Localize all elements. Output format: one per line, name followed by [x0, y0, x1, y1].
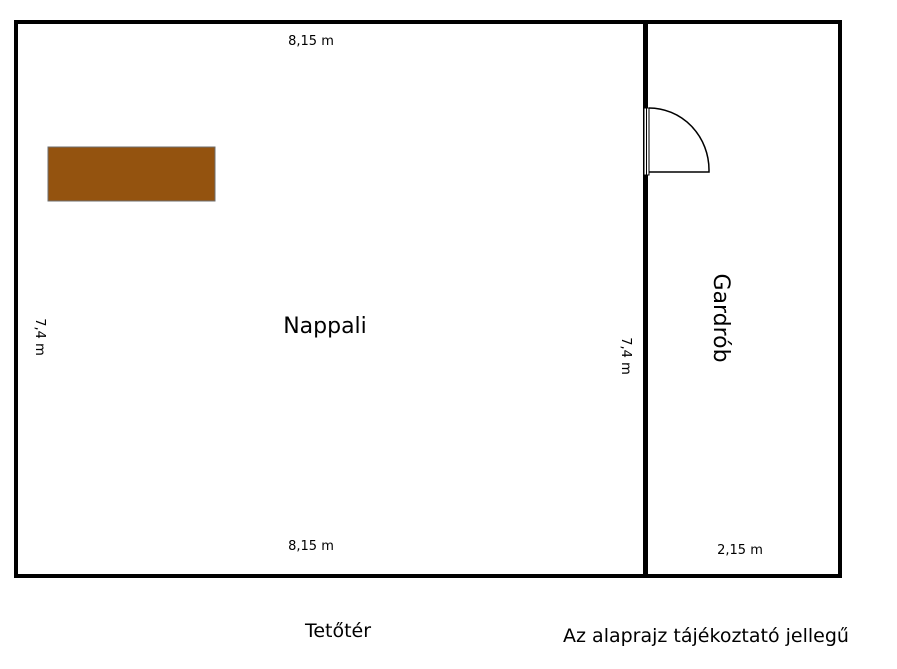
top-width-label: 8,15 m — [288, 34, 334, 49]
disclaimer-text: Az alaprajz tájékoztató jellegű — [563, 625, 849, 647]
outer-wall — [14, 20, 842, 578]
wardrobe-label: Gardrób — [708, 273, 733, 362]
furniture-block — [47, 146, 216, 202]
floor-label: Tetőtér — [304, 620, 371, 642]
left-height-label: 7,4 m — [32, 318, 47, 355]
door — [643, 107, 710, 176]
wardrobe-width-label: 2,15 m — [717, 543, 763, 558]
inner-wall-height-label: 7,4 m — [618, 337, 633, 374]
door-swing-arc — [648, 107, 710, 173]
bottom-width-label: 8,15 m — [288, 539, 334, 554]
living-room-label: Nappali — [283, 314, 367, 339]
